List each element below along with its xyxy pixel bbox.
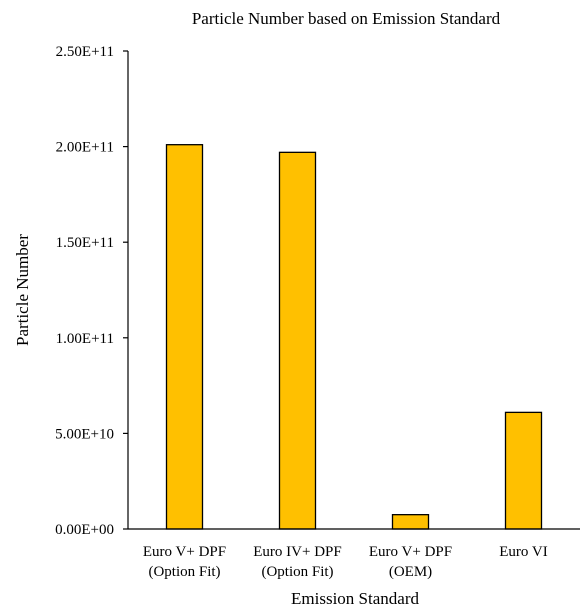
y-tick-label: 2.00E+11 [56,140,114,156]
x-category-label: Euro V+ DPF [143,544,226,560]
y-axis-title: Particle Number [13,234,32,346]
bar [391,514,430,530]
x-category-label: (Option Fit) [148,564,220,580]
x-category-label: Euro IV+ DPF [253,544,341,560]
y-tick-label: 2.50E+11 [56,44,114,60]
chart-title: Particle Number based on Emission Standa… [192,9,501,28]
bar [278,151,317,530]
x-category-label: Euro V+ DPF [369,544,452,560]
bar [165,144,204,530]
y-axis-ticks: 0.00E+00 5.00E+10 1.00E+11 1.50E+11 2.00E+11… [55,44,128,538]
x-axis-category-labels: Euro V+ DPF (Option Fit) Euro IV+ DPF (Opti… [143,544,548,580]
y-tick-label: 1.50E+11 [56,235,114,251]
x-category-label: Euro VI [499,544,547,560]
x-category-label: (OEM) [389,564,432,580]
y-tick-label: 1.00E+11 [56,331,114,347]
bar [504,411,543,530]
x-axis-title: Emission Standard [291,589,419,608]
y-tick-label: 0.00E+00 [55,522,114,538]
x-category-label: (Option Fit) [261,564,333,580]
bars-group [165,144,543,530]
y-tick-label: 5.00E+10 [55,426,114,442]
